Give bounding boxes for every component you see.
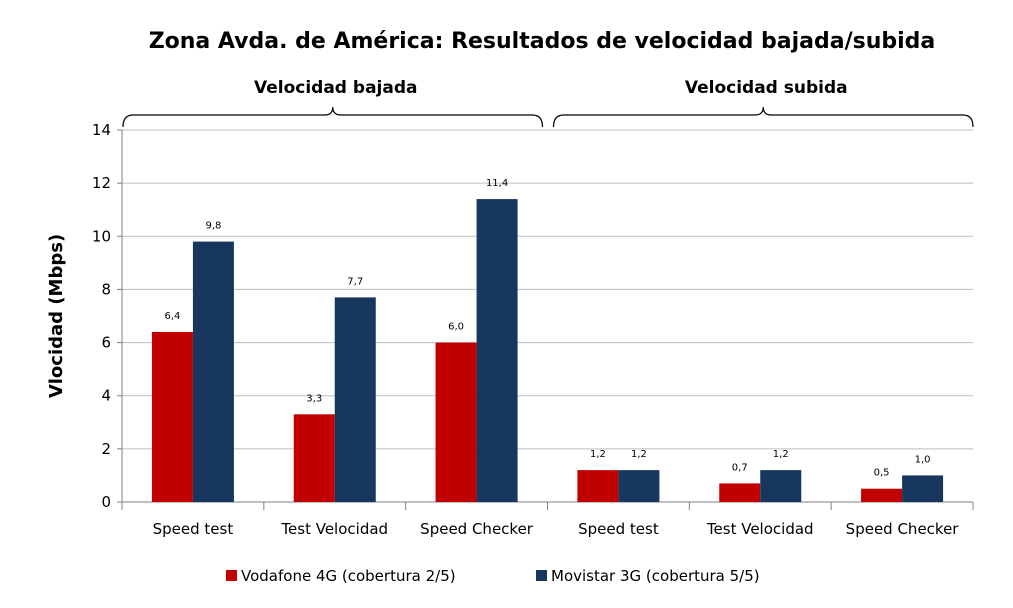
group-brace [122,106,544,128]
bar-vodafone [435,342,477,502]
bar-movistar [476,199,518,503]
group-label: Velocidad bajada [254,78,417,98]
x-tick-label: Test Velocidad [280,520,388,538]
y-tick-label: 2 [101,440,111,458]
y-tick-label: 12 [92,174,111,192]
y-axis-label: Vlocidad (Mbps) [46,234,67,398]
bar-vodafone [577,470,619,502]
legend-entry: Movistar 3G (cobertura 5/5) [551,567,760,585]
legend-swatch [226,570,237,581]
bar-movistar [618,470,660,502]
chart-title: Zona Avda. de América: Resultados de vel… [149,29,936,54]
bar-vodafone [151,331,193,502]
x-tick-label: Test Velocidad [706,520,814,538]
y-tick-label: 8 [101,280,111,298]
data-label: 6,0 [448,322,464,333]
y-tick-label: 4 [101,387,111,405]
group-label: Velocidad subida [685,78,848,98]
bar-movistar [902,475,944,502]
legend-entry: Vodafone 4G (cobertura 2/5) [241,567,456,585]
bar-vodafone [293,414,335,502]
data-label: 11,4 [486,178,508,189]
data-label: 6,4 [164,311,180,322]
plot-area: 0 2 4 6 8 10 12 14 6,4 9,8 Speed test 3,3 7,7 Test Ve… [92,78,974,585]
y-tick-label: 0 [101,493,111,511]
legend-swatch [536,570,547,581]
bar-vodafone [861,488,903,502]
data-label: 7,7 [347,276,363,287]
bar-movistar [334,297,376,502]
data-label: 1,2 [631,449,647,460]
data-label: 1,2 [590,449,606,460]
y-tick-label: 10 [92,227,111,245]
x-tick-label: Speed Checker [846,520,960,538]
data-label: 1,2 [773,449,789,460]
bar-movistar [192,241,234,502]
bar-vodafone [719,483,761,502]
data-label: 9,8 [205,221,221,232]
data-label: 3,3 [306,393,322,404]
data-label: 0,7 [732,462,748,473]
bar-movistar [760,470,802,502]
group-brace [552,106,974,128]
x-tick-label: Speed Checker [420,520,534,538]
y-tick-label: 6 [101,334,111,352]
data-label: 0,5 [874,468,890,479]
y-tick-label: 14 [92,121,111,139]
x-tick-label: Speed test [153,520,234,538]
x-tick-label: Speed test [578,520,659,538]
data-label: 1,0 [915,454,931,465]
